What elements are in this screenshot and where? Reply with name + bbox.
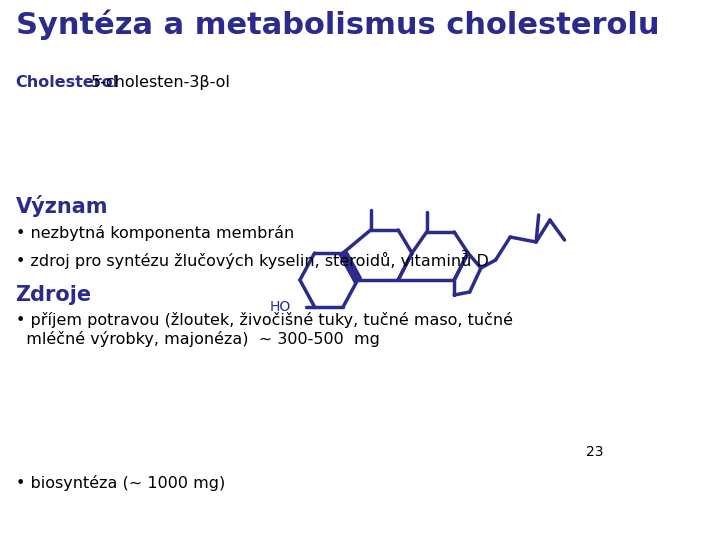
Text: Význam: Význam (16, 195, 108, 217)
Text: Cholesterol: Cholesterol (16, 75, 119, 90)
Text: 23: 23 (586, 445, 603, 459)
Text: HO: HO (269, 300, 290, 314)
Text: • biosyntéza (~ 1000 mg): • biosyntéza (~ 1000 mg) (16, 475, 225, 491)
Text: Syntéza a metabolismus cholesterolu: Syntéza a metabolismus cholesterolu (16, 10, 659, 40)
Text: • příjem potravou (žloutek, živočišné tuky, tučné maso, tučné
  mléčné výrobky, : • příjem potravou (žloutek, živočišné tu… (16, 312, 513, 347)
Text: 5-cholesten-3β-ol: 5-cholesten-3β-ol (91, 75, 230, 90)
Text: 3: 3 (460, 249, 467, 262)
Text: • nezbytná komponenta membrán: • nezbytná komponenta membrán (16, 225, 294, 241)
Text: Zdroje: Zdroje (16, 285, 91, 305)
Text: • zdroj pro syntézu žlučových kyselin, steroidů, vitaminu D: • zdroj pro syntézu žlučových kyselin, s… (16, 252, 488, 269)
